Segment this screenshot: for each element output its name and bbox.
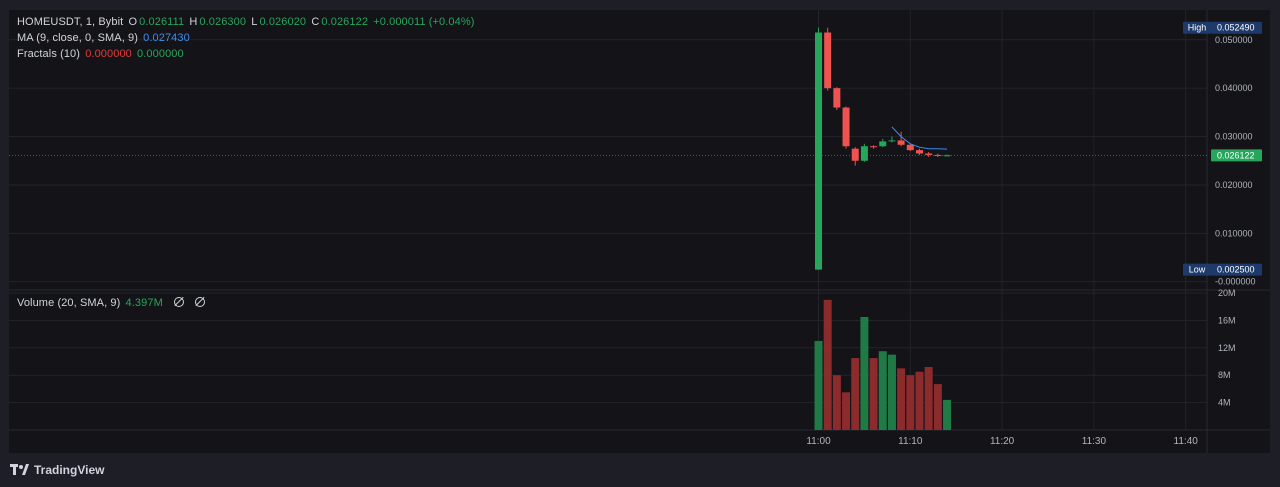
price-tick-label: 0.020000 xyxy=(1215,180,1253,190)
candle-body xyxy=(851,148,859,161)
candle-body xyxy=(925,153,933,155)
last-price-value-badge xyxy=(1211,149,1262,162)
ma-line xyxy=(891,126,948,150)
volume-tick-label: 4M xyxy=(1218,398,1231,408)
candle-body xyxy=(888,140,896,142)
fractals-label[interactable]: Fractals (10) xyxy=(17,48,81,60)
brand-name: TradingView xyxy=(34,463,105,477)
volume-bar xyxy=(832,375,841,430)
volume-bar xyxy=(851,358,860,430)
volume-bar xyxy=(887,354,896,430)
volume-bar xyxy=(897,368,906,430)
low-value: 0.026020 xyxy=(259,16,307,28)
hide-icon[interactable] xyxy=(174,297,184,307)
volume-bar xyxy=(869,358,878,430)
high-price-label: High xyxy=(1188,23,1207,33)
high-value: 0.026300 xyxy=(199,16,247,28)
ma-label[interactable]: MA (9, close, 0, SMA, 9) xyxy=(17,32,138,44)
volume-legend[interactable]: Volume (20, SMA, 9) 4.397M xyxy=(17,297,207,309)
candle-body xyxy=(906,144,914,151)
symbol-label[interactable]: HOMEUSDT, 1, Bybit xyxy=(17,16,124,28)
volume-tick-label: 20M xyxy=(1218,288,1236,298)
candle-body xyxy=(833,88,841,108)
volume-bar xyxy=(933,384,942,430)
price-legend: HOMEUSDT, 1, Bybit O 0.026111 H 0.026300 L… xyxy=(17,16,477,28)
open-key: O xyxy=(128,16,138,28)
last-price-value: 0.026122 xyxy=(1217,150,1255,160)
low-price-label: Low xyxy=(1189,265,1206,275)
volume-bar xyxy=(878,351,887,430)
volume-bar xyxy=(823,299,832,430)
candle-body xyxy=(897,140,905,145)
volume-bar xyxy=(906,375,915,430)
candle-body xyxy=(870,146,878,148)
high-price-value: 0.052490 xyxy=(1217,23,1255,33)
low-price-value-badge xyxy=(1211,263,1262,276)
candle-body xyxy=(860,146,868,161)
candle-body xyxy=(943,155,951,157)
ma-value: 0.027430 xyxy=(143,32,190,44)
volume-bar xyxy=(915,371,924,430)
time-tick-label: 11:10 xyxy=(898,436,923,447)
candle-body xyxy=(824,32,832,89)
high-price-value-badge xyxy=(1211,21,1262,34)
close-key: C xyxy=(311,16,320,28)
tradingview-logo[interactable]: TradingView xyxy=(10,463,104,477)
volume-bar xyxy=(842,392,851,430)
time-tick-label: 11:40 xyxy=(1174,436,1199,447)
time-tick-label: 11:30 xyxy=(1082,436,1107,447)
change-value: +0.000011 (+0.04%) xyxy=(373,16,475,28)
volume-bar xyxy=(860,316,869,430)
tradingview-logo-icon xyxy=(10,464,29,475)
volume-tick-label: 8M xyxy=(1218,370,1231,380)
volume-tick-label: 16M xyxy=(1218,315,1236,325)
candle-body xyxy=(879,141,887,147)
volume-bar xyxy=(943,399,952,430)
volume-bar xyxy=(814,340,823,430)
fractals-down-value: 0.000000 xyxy=(137,48,184,60)
chart-canvas[interactable]: -0.000000 0.010000 0.020000 0.030000 0.04000… xyxy=(9,10,1270,453)
high-price-label-badge xyxy=(1183,21,1211,34)
ma-legend[interactable]: MA (9, close, 0, SMA, 9) 0.027430 xyxy=(17,32,192,44)
time-tick-label: 11:20 xyxy=(990,436,1015,447)
fractals-up-value: 0.000000 xyxy=(85,48,132,60)
price-tick-label: 0.010000 xyxy=(1215,228,1253,238)
price-tick-label: 0.040000 xyxy=(1215,83,1253,93)
time-tick-label: 11:00 xyxy=(806,436,831,447)
volume-label[interactable]: Volume (20, SMA, 9) xyxy=(17,297,121,309)
candle-body xyxy=(915,150,923,154)
volume-value: 4.397M xyxy=(125,297,163,309)
close-value: 0.026122 xyxy=(321,16,369,28)
chart-frame[interactable]: -0.000000 0.010000 0.020000 0.030000 0.04000… xyxy=(9,10,1270,453)
open-value: 0.026111 xyxy=(139,16,185,28)
low-key: L xyxy=(251,16,258,28)
volume-tick-label: 12M xyxy=(1218,343,1236,353)
fractals-legend[interactable]: Fractals (10) 0.000000 0.000000 xyxy=(17,48,186,60)
candle-body xyxy=(815,32,822,270)
hide-icon[interactable] xyxy=(195,297,206,307)
low-price-label-badge xyxy=(1183,263,1211,276)
low-price-value: 0.002500 xyxy=(1217,265,1255,275)
price-tick-label: 0.030000 xyxy=(1215,132,1253,142)
volume-bar xyxy=(924,366,933,430)
price-tick-label: 0.050000 xyxy=(1215,35,1253,45)
candle-body xyxy=(934,154,942,156)
candle-body xyxy=(842,107,850,147)
price-tick-label: -0.000000 xyxy=(1215,277,1256,287)
high-key: H xyxy=(189,16,198,28)
